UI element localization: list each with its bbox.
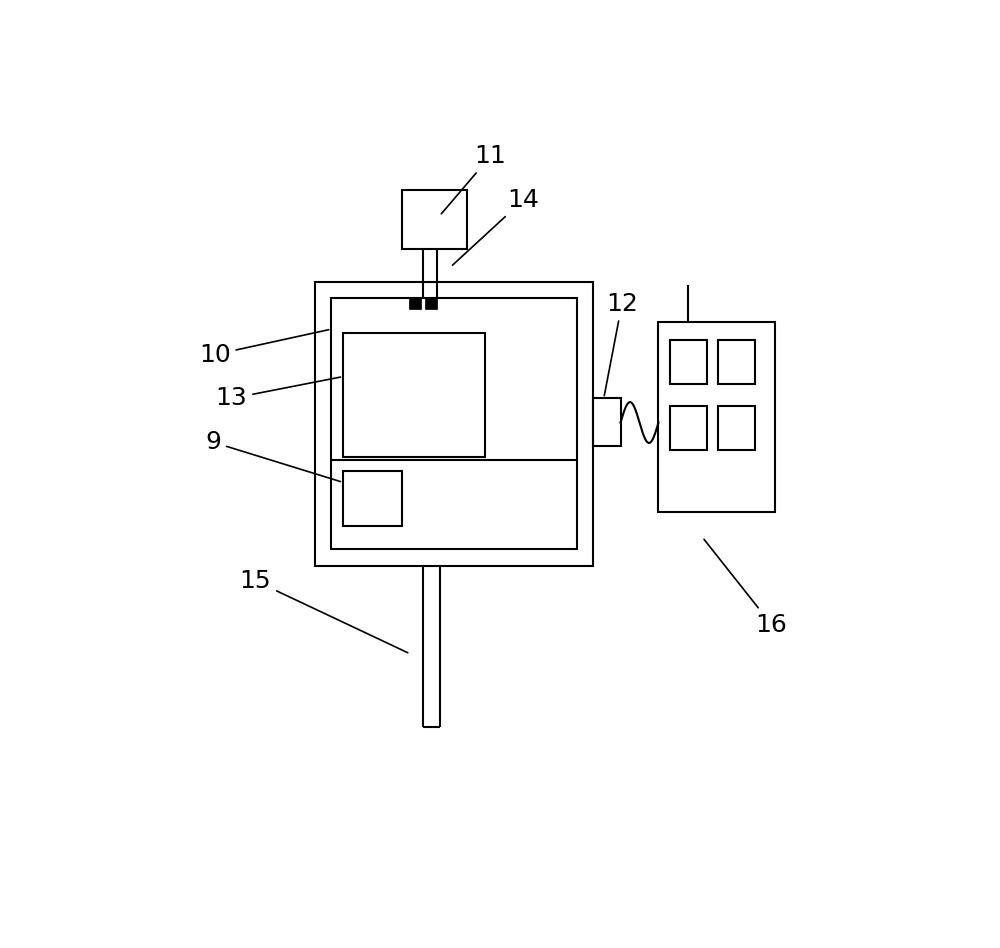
Text: 13: 13 [216,377,340,410]
Bar [425,298,437,309]
Bar [670,406,707,449]
Text: 16: 16 [704,539,788,637]
Text: 15: 15 [240,569,408,653]
Text: 11: 11 [441,144,506,214]
Bar [593,398,621,446]
Bar [343,333,485,457]
Bar [409,298,421,309]
Bar [718,406,755,449]
Bar [331,298,577,549]
Bar [315,282,593,566]
Bar [343,471,402,526]
Text: 10: 10 [199,330,329,367]
Bar [670,340,707,384]
Bar [718,340,755,384]
Text: 14: 14 [453,188,539,265]
Text: 12: 12 [604,292,638,395]
Bar [658,321,775,512]
Bar [402,191,467,248]
Text: 9: 9 [205,430,340,482]
